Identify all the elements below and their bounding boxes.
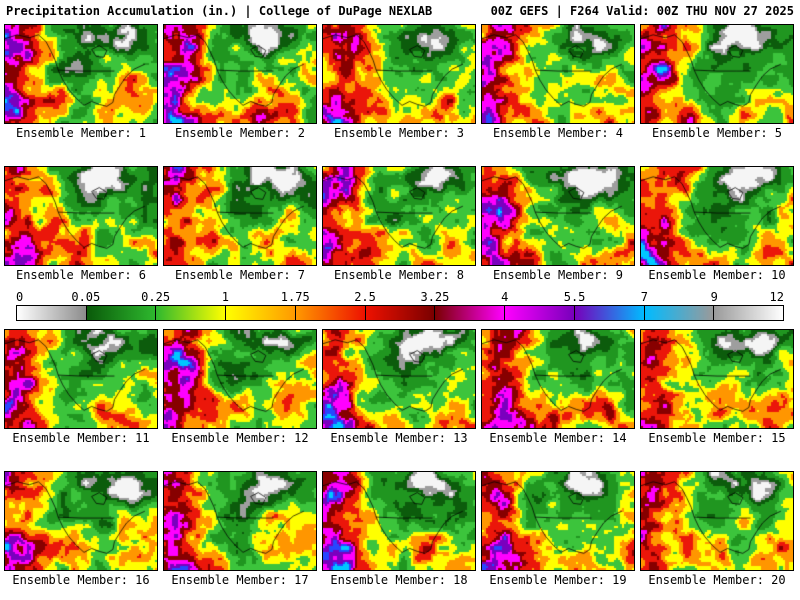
map-tile: Ensemble Member: 1 [4, 24, 158, 140]
member-label: Ensemble Member: 20 [648, 573, 786, 587]
member-label: Ensemble Member: 7 [174, 268, 306, 282]
precip-map-canvas [640, 471, 794, 571]
member-label: Ensemble Member: 15 [648, 431, 786, 445]
colorbar-segment [434, 306, 505, 320]
map-tile: Ensemble Member: 8 [322, 166, 476, 282]
map-tile: Ensemble Member: 18 [322, 471, 476, 587]
precip-map-canvas [163, 329, 317, 429]
member-label: Ensemble Member: 8 [333, 268, 465, 282]
colorbar-tick-label: 0 [16, 290, 24, 304]
member-label: Ensemble Member: 14 [489, 431, 627, 445]
member-label: Ensemble Member: 6 [15, 268, 147, 282]
colorbar-tick-label: 0.25 [141, 290, 171, 304]
map-tile: Ensemble Member: 2 [163, 24, 317, 140]
colorbar-segment [85, 306, 156, 320]
map-tile: Ensemble Member: 9 [481, 166, 635, 282]
map-tile: Ensemble Member: 11 [4, 329, 158, 445]
colorbar-segment [573, 306, 644, 320]
map-row-2: Ensemble Member: 6 Ensemble Member: 7 En… [0, 166, 800, 282]
precip-map-canvas [4, 329, 158, 429]
member-label: Ensemble Member: 3 [333, 126, 465, 140]
member-label: Ensemble Member: 12 [171, 431, 309, 445]
map-row-3: Ensemble Member: 11 Ensemble Member: 12 … [0, 329, 800, 445]
precip-map-canvas [322, 329, 476, 429]
colorbar-tick-label: 7 [640, 290, 648, 304]
precip-map-canvas [163, 24, 317, 124]
colorbar-segment [643, 306, 714, 320]
colorbar-tick-label: 9 [710, 290, 718, 304]
map-tile: Ensemble Member: 7 [163, 166, 317, 282]
precip-map-canvas [4, 471, 158, 571]
colorbar-segment [17, 306, 86, 320]
map-tile: Ensemble Member: 19 [481, 471, 635, 587]
precip-map-canvas [163, 471, 317, 571]
member-label: Ensemble Member: 1 [15, 126, 147, 140]
precip-map-canvas [481, 471, 635, 571]
map-tile: Ensemble Member: 13 [322, 329, 476, 445]
header: Precipitation Accumulation (in.) | Colle… [0, 0, 800, 19]
colorbar-segment [504, 306, 574, 320]
precip-map-canvas [4, 24, 158, 124]
colorbar: 0 0.05 0.25 1 1.75 2.5 3.25 4 5.5 7 9 12 [16, 290, 784, 321]
precip-map-canvas [163, 166, 317, 266]
map-tile: Ensemble Member: 10 [640, 166, 794, 282]
colorbar-tick-label: 1.75 [280, 290, 310, 304]
map-tile: Ensemble Member: 5 [640, 24, 794, 140]
member-label: Ensemble Member: 11 [12, 431, 150, 445]
colorbar-tick-label: 2.5 [354, 290, 376, 304]
member-label: Ensemble Member: 4 [492, 126, 624, 140]
map-row-4: Ensemble Member: 16 Ensemble Member: 17 … [0, 471, 800, 587]
member-label: Ensemble Member: 2 [174, 126, 306, 140]
map-tile: Ensemble Member: 12 [163, 329, 317, 445]
map-row-1: Ensemble Member: 1 Ensemble Member: 2 En… [0, 24, 800, 140]
member-label: Ensemble Member: 13 [330, 431, 468, 445]
precip-map-canvas [481, 329, 635, 429]
member-label: Ensemble Member: 17 [171, 573, 309, 587]
colorbar-segment [155, 306, 226, 320]
member-label: Ensemble Member: 16 [12, 573, 150, 587]
precip-map-canvas [322, 471, 476, 571]
member-label: Ensemble Member: 19 [489, 573, 627, 587]
colorbar-segment [225, 306, 295, 320]
map-tile: Ensemble Member: 16 [4, 471, 158, 587]
colorbar-segment [294, 306, 365, 320]
precip-map-canvas [640, 24, 794, 124]
colorbar-tick-label: 0.05 [71, 290, 101, 304]
colorbar-tick-label: 1 [221, 290, 230, 304]
colorbar-tick-label: 4 [501, 290, 509, 304]
run-valid-time: 00Z GEFS | F264 Valid: 00Z THU NOV 27 20… [490, 4, 794, 18]
colorbar-bar [16, 305, 784, 321]
precip-map-canvas [322, 166, 476, 266]
map-tile: Ensemble Member: 6 [4, 166, 158, 282]
member-label: Ensemble Member: 5 [651, 126, 783, 140]
map-tile: Ensemble Member: 3 [322, 24, 476, 140]
map-tile: Ensemble Member: 15 [640, 329, 794, 445]
colorbar-segment [364, 306, 435, 320]
colorbar-tick-label: 12 [769, 290, 784, 304]
map-tile: Ensemble Member: 20 [640, 471, 794, 587]
map-tile: Ensemble Member: 4 [481, 24, 635, 140]
precip-map-canvas [640, 166, 794, 266]
map-tile: Ensemble Member: 17 [163, 471, 317, 587]
colorbar-labels: 0 0.05 0.25 1 1.75 2.5 3.25 4 5.5 7 9 12 [16, 290, 784, 305]
precip-map-canvas [481, 166, 635, 266]
member-label: Ensemble Member: 10 [648, 268, 786, 282]
member-label: Ensemble Member: 9 [492, 268, 624, 282]
page-title: Precipitation Accumulation (in.) | Colle… [6, 4, 433, 18]
member-label: Ensemble Member: 18 [330, 573, 468, 587]
colorbar-tick-label: 3.25 [420, 290, 450, 304]
colorbar-tick-label: 5.5 [563, 290, 586, 304]
map-tile: Ensemble Member: 14 [481, 329, 635, 445]
precip-map-canvas [4, 166, 158, 266]
precip-map-canvas [481, 24, 635, 124]
precip-map-canvas [640, 329, 794, 429]
precip-map-canvas [322, 24, 476, 124]
colorbar-segment [713, 306, 784, 320]
